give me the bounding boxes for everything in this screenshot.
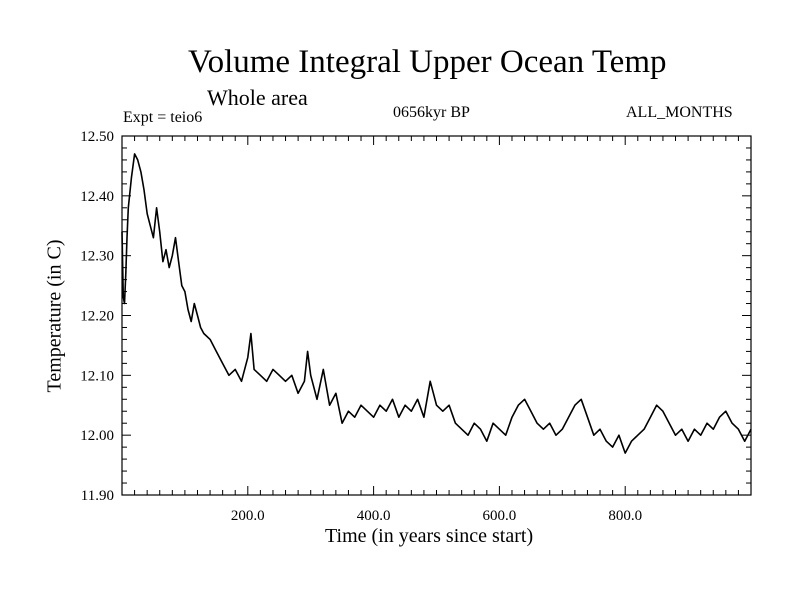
x-tick-label: 800.0 bbox=[608, 508, 642, 524]
y-tick-label: 12.50 bbox=[80, 129, 114, 145]
y-tick-label: 12.30 bbox=[80, 249, 114, 265]
chart-title: Volume Integral Upper Ocean Temp bbox=[188, 44, 667, 80]
y-tick-label: 12.20 bbox=[80, 309, 114, 325]
x-tick-label: 600.0 bbox=[483, 508, 517, 524]
experiment-label: Expt = teio6 bbox=[123, 109, 203, 126]
series-line bbox=[121, 153, 752, 454]
x-tick-label: 200.0 bbox=[231, 508, 265, 524]
series-layer bbox=[121, 153, 752, 454]
y-tick-label: 12.10 bbox=[80, 368, 114, 384]
chart-subtitle: Whole area bbox=[207, 85, 308, 110]
axis-ticks bbox=[122, 135, 751, 496]
y-tick-label: 12.40 bbox=[80, 189, 114, 205]
y-tick-label: 12.00 bbox=[80, 428, 114, 444]
x-axis-label: Time (in years since start) bbox=[325, 525, 534, 547]
plot-frame bbox=[121, 135, 752, 496]
months-label: ALL_MONTHS bbox=[626, 104, 733, 121]
x-tick-label: 400.0 bbox=[357, 508, 391, 524]
period-label: 0656kyr BP bbox=[393, 104, 470, 121]
tick-labels: 200.0 400.0 600.0 800.0 11.90 12.00 12.10 12.20… bbox=[80, 129, 642, 524]
y-tick-label: 11.90 bbox=[81, 488, 114, 504]
